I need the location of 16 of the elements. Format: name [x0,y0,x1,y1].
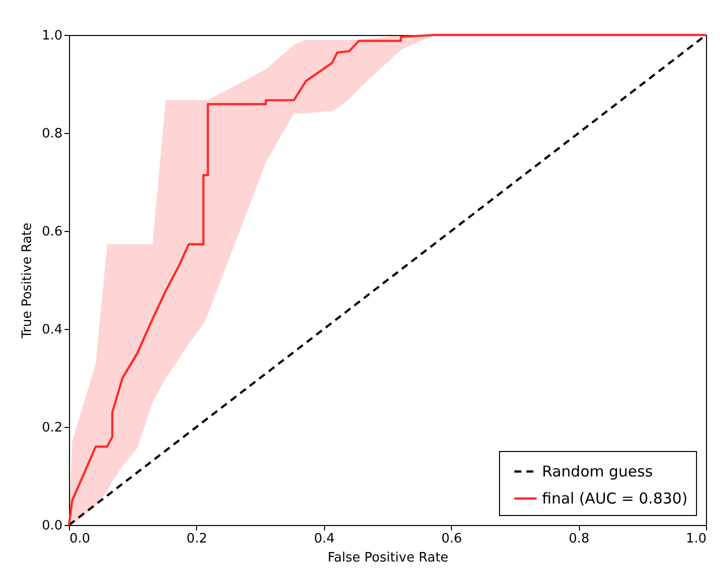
x-axis-title: False Positive Rate [328,550,448,566]
y-tick-label: 0.6 [42,224,62,240]
legend-label: Random guess [542,462,653,480]
y-tick-label: 0.4 [42,322,62,338]
legend-label: final (AUC = 0.830) [542,490,688,508]
x-tick-label: 0.2 [186,532,208,546]
x-tick-label: 0.8 [568,532,590,546]
x-tick-label: 0.6 [441,532,462,546]
y-tick-label: 1.0 [42,28,62,44]
y-axis-title: True Positive Rate [20,222,35,340]
x-tick-label: 0.4 [314,532,335,546]
y-tick-label: 0.0 [42,518,62,534]
x-tick-label: 1.0 [686,532,706,546]
x-tick-label: 0.0 [70,532,90,546]
y-tick-label: 0.2 [42,420,62,436]
y-tick-label: 0.8 [42,126,62,142]
